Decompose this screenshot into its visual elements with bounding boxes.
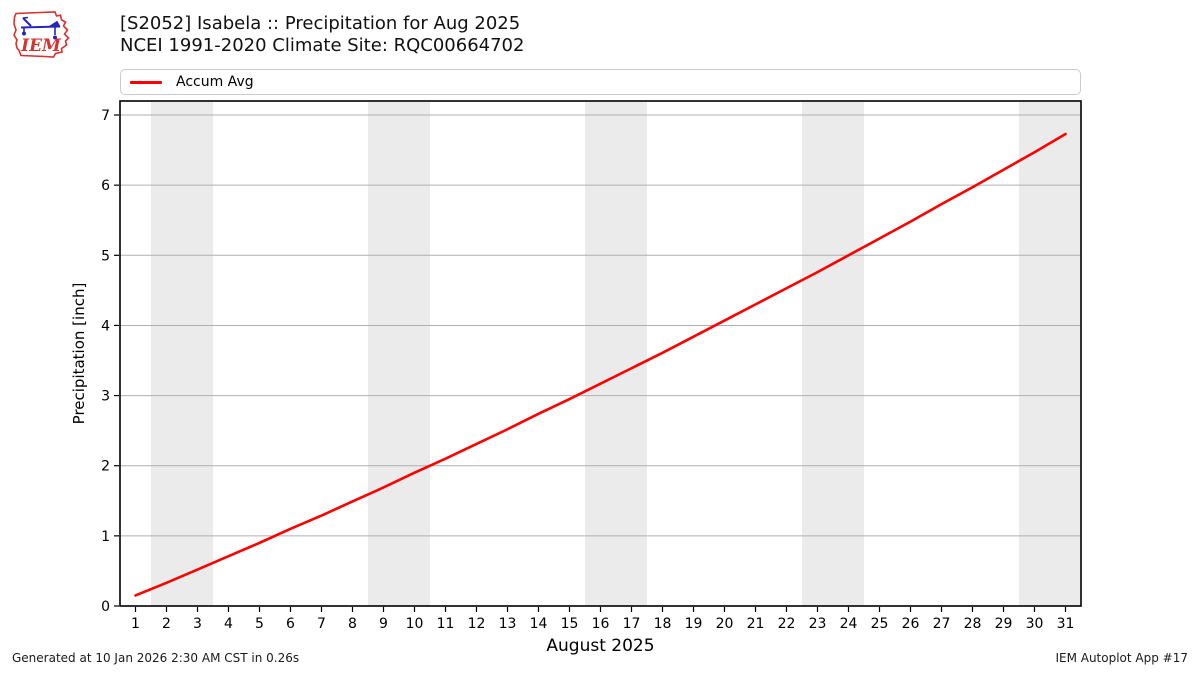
x-tick-label: 9	[379, 616, 388, 632]
chart-subtitle: NCEI 1991-2020 Climate Site: RQC00664702	[120, 35, 525, 56]
plot-frame	[119, 100, 1082, 607]
weekend-band	[1019, 101, 1081, 606]
x-tick-label: 11	[437, 616, 455, 632]
weekend-band	[151, 101, 213, 606]
x-tick-label: 14	[530, 616, 548, 632]
accum-avg-line	[134, 132, 1067, 597]
y-tick-label: 1	[101, 529, 110, 545]
x-tick-label: 12	[468, 616, 486, 632]
x-tick-label: 13	[499, 616, 517, 632]
x-tick-label: 15	[561, 616, 579, 632]
x-tick-label: 26	[902, 616, 920, 632]
x-tick-label: 17	[623, 616, 641, 632]
x-tick-label: 23	[809, 616, 827, 632]
weekend-band	[802, 101, 864, 606]
y-tick-label: 4	[101, 318, 110, 334]
x-tick-label: 27	[933, 616, 951, 632]
weekend-band	[368, 101, 430, 606]
x-tick-label: 16	[592, 616, 610, 632]
x-tick-label: 30	[1026, 616, 1044, 632]
y-tick-label: 6	[101, 178, 110, 194]
y-tick-label: 5	[101, 248, 110, 264]
x-tick-label: 29	[995, 616, 1013, 632]
x-tick-label: 2	[162, 616, 171, 632]
x-tick-label: 4	[224, 616, 233, 632]
logo-text: IEM	[20, 36, 62, 56]
weekend-band	[585, 101, 647, 606]
x-tick-label: 5	[255, 616, 264, 632]
x-tick-label: 19	[685, 616, 703, 632]
legend-label: Accum Avg	[176, 74, 254, 90]
y-tick-label: 0	[101, 599, 110, 615]
weather-vane-icon	[20, 16, 61, 40]
x-axis-label: August 2025	[546, 636, 654, 656]
x-tick-label: 31	[1057, 616, 1075, 632]
generated-timestamp: Generated at 10 Jan 2026 2:30 AM CST in …	[12, 651, 300, 665]
legend: Accum Avg	[120, 69, 1081, 95]
x-tick-label: 1	[131, 616, 140, 632]
x-tick-label: 28	[964, 616, 982, 632]
y-tick-label: 7	[101, 108, 110, 124]
app-credit: IEM Autoplot App #17	[1055, 651, 1188, 665]
y-axis-label: Precipitation [inch]	[70, 283, 88, 425]
x-tick-label: 7	[317, 616, 326, 632]
x-tick-label: 25	[871, 616, 889, 632]
x-tick-label: 21	[747, 616, 765, 632]
x-tick-label: 20	[716, 616, 734, 632]
iem-logo: IEM	[13, 11, 70, 58]
x-tick-label: 24	[840, 616, 858, 632]
y-tick-label: 2	[101, 459, 110, 475]
y-tick-label: 3	[101, 389, 110, 405]
chart-title-block: [S2052] Isabela :: Precipitation for Aug…	[120, 13, 524, 57]
x-tick-label: 10	[406, 616, 424, 632]
legend-line-sample	[130, 80, 162, 84]
x-tick-label: 8	[348, 616, 357, 632]
x-tick-label: 6	[286, 616, 295, 632]
chart-title: [S2052] Isabela :: Precipitation for Aug…	[120, 13, 521, 34]
x-tick-label: 3	[193, 616, 202, 632]
x-tick-label: 18	[654, 616, 672, 632]
x-tick-label: 22	[778, 616, 796, 632]
